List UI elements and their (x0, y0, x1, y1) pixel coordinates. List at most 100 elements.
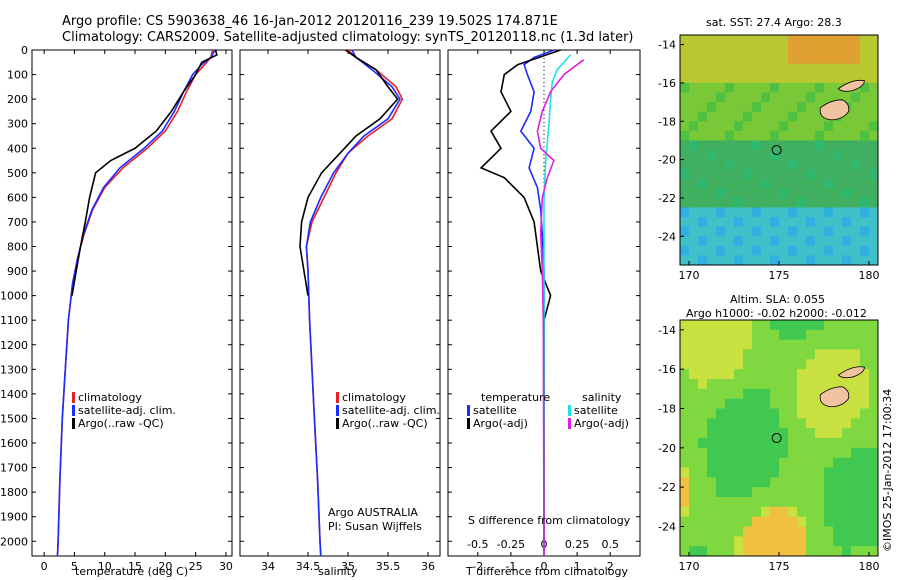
map-cell (833, 329, 843, 341)
map-cell (788, 467, 798, 478)
map-cell (725, 339, 735, 350)
map-cell (851, 447, 861, 459)
map-cell (707, 188, 717, 199)
map-cell (752, 536, 762, 547)
map-cell (707, 102, 717, 113)
map-cell (680, 408, 690, 419)
map-cell (743, 73, 753, 84)
map-cell (680, 217, 690, 228)
map-cell (869, 359, 879, 370)
map-cell (689, 477, 699, 488)
map-cell (752, 188, 762, 199)
map-cell (707, 418, 717, 429)
map-cell (797, 236, 807, 247)
map-cell (761, 73, 771, 84)
map-cell (815, 428, 825, 439)
map-cell (869, 92, 879, 103)
map-cell (680, 526, 690, 537)
map-cell (869, 207, 879, 218)
map-cell (707, 92, 717, 103)
map-cell (806, 255, 816, 266)
map-cell (734, 35, 744, 46)
depth-tick-label: 300 (7, 118, 28, 131)
map-cell (716, 63, 726, 74)
map-cell (761, 226, 771, 237)
map-cell (743, 516, 753, 527)
map-cell (725, 207, 735, 218)
map-cell (815, 516, 825, 527)
map-cell (680, 369, 690, 380)
map-cell (716, 438, 726, 449)
map-cell (851, 169, 861, 180)
map-cell (680, 245, 690, 256)
map-cell (779, 477, 789, 488)
map-cell (860, 159, 870, 170)
map-cell (761, 487, 771, 498)
map-cell (743, 178, 753, 189)
map-cell (869, 477, 879, 488)
map-cell (707, 516, 717, 527)
map-cell (698, 73, 708, 84)
map-cell (833, 408, 843, 419)
depth-tick-label: 700 (7, 216, 28, 229)
map-cell (680, 111, 690, 122)
map-cell (680, 178, 690, 189)
map-cell (779, 467, 789, 478)
map-cell (869, 35, 879, 46)
map-cell (689, 408, 699, 419)
map-cell (716, 379, 726, 390)
depth-tick-label: 1500 (0, 412, 28, 425)
map-cell (752, 526, 762, 537)
map-cell (860, 92, 870, 103)
map-cell (680, 339, 690, 350)
map-cell (689, 121, 699, 132)
map-cell (833, 447, 843, 459)
map-cell (725, 178, 735, 189)
map-cell (860, 82, 870, 93)
map-cell (797, 526, 807, 537)
map-cell (806, 418, 816, 429)
map-cell (824, 63, 834, 74)
map-cell (761, 255, 771, 266)
map-cell (770, 255, 780, 266)
land-viti-levu (819, 99, 850, 121)
map-cell (689, 536, 699, 547)
map-cell (752, 121, 762, 132)
map-cell (680, 398, 690, 409)
map-cell (680, 418, 690, 429)
map-cell (806, 130, 816, 141)
map-cell (716, 92, 726, 103)
map-cell (698, 418, 708, 429)
map-cell (779, 438, 789, 449)
sla-map-title-line1: Altim. SLA: 0.055 (730, 293, 826, 306)
map-cell (860, 255, 870, 266)
map-cell (680, 487, 690, 498)
map-cell (752, 44, 762, 55)
map-cell (734, 408, 744, 419)
map-cell (689, 150, 699, 161)
map-cell (797, 197, 807, 208)
map-cell (815, 92, 825, 103)
map-cell (743, 447, 753, 459)
map-cell (770, 217, 780, 228)
map-cell (734, 140, 744, 151)
map-cell (806, 82, 816, 93)
map-cell (788, 159, 798, 170)
depth-tick-label: 1700 (0, 462, 28, 475)
map-cell (851, 487, 861, 498)
map-cell (770, 457, 780, 468)
map-cell (734, 92, 744, 103)
map-cell (842, 217, 852, 228)
map-cell (752, 150, 762, 161)
map-cell (734, 73, 744, 84)
map-cell (869, 526, 879, 537)
sst-map (679, 34, 879, 266)
map-cell (698, 506, 708, 518)
map-cell (869, 169, 879, 180)
map-cell (869, 369, 879, 380)
map-cell (860, 369, 870, 380)
map-cell (869, 388, 879, 400)
map-cell (788, 418, 798, 429)
map-cell (707, 329, 717, 341)
map-cell (743, 477, 753, 488)
